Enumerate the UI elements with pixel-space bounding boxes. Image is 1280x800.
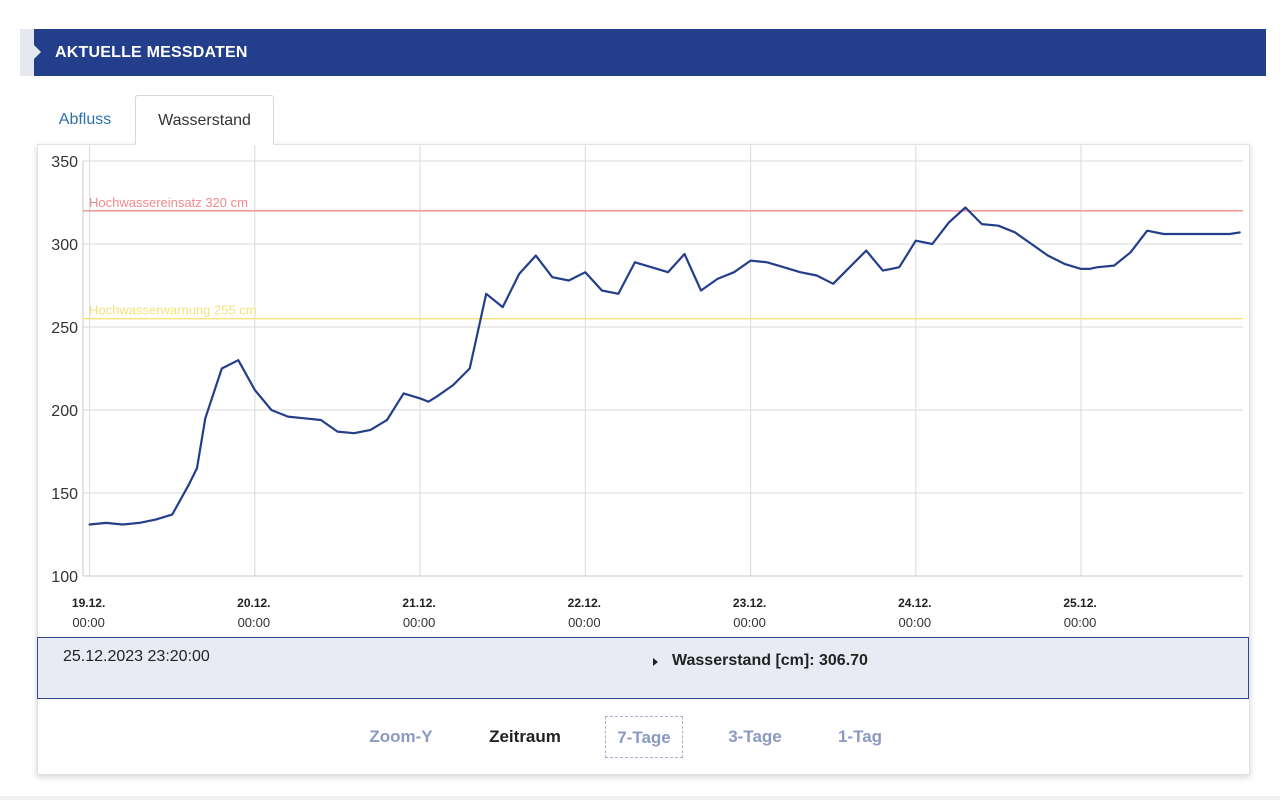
header-accent [20, 29, 34, 76]
zeitraum-label: Zeitraum [489, 727, 561, 746]
value-readout: 25.12.2023 23:20:00 Wasserstand [cm]: 30… [37, 637, 1249, 699]
section-header: AKTUELLE MESSDATEN [34, 29, 1266, 76]
x-tick-time: 00:00 [238, 615, 271, 630]
x-tick-time: 00:00 [403, 615, 436, 630]
y-tick-label: 150 [51, 486, 78, 503]
x-tick-time: 00:00 [1064, 615, 1097, 630]
chart-controls: Zoom-Y Zeitraum 7-Tage 3-Tage 1-Tag [0, 716, 1280, 758]
y-tick-label: 350 [51, 154, 78, 171]
x-tick-date: 23.12. [733, 596, 766, 610]
x-tick-date: 24.12. [898, 596, 931, 610]
y-tick-label: 200 [51, 403, 78, 420]
range-7-days-button[interactable]: 7-Tage [605, 716, 683, 758]
series-line-wasserstand [88, 206, 1241, 526]
tab-abfluss[interactable]: Abfluss [58, 111, 112, 128]
y-tick-label: 300 [51, 237, 78, 254]
readout-timestamp: 25.12.2023 23:20:00 [63, 648, 210, 665]
x-tick-date: 19.12. [72, 596, 105, 610]
zoom-y-button[interactable]: Zoom-Y [369, 727, 433, 746]
y-tick-label: 100 [51, 569, 78, 586]
y-tick-label: 250 [51, 320, 78, 337]
header-notch-icon [34, 45, 41, 59]
x-tick-date: 22.12. [568, 596, 601, 610]
x-tick-time: 00:00 [899, 615, 932, 630]
range-1-day-button[interactable]: 1-Tag [837, 727, 883, 746]
range-3-days-button[interactable]: 3-Tage [728, 727, 782, 746]
threshold-label: Hochwasserwarnung 255 cm [89, 303, 257, 318]
water-level-chart[interactable]: 100 150 200 250 300 350 19.12. 00:00 20.12. 00:00… [38, 145, 1249, 635]
bottom-divider [0, 796, 1280, 800]
tab-wasserstand[interactable]: Wasserstand [135, 95, 274, 145]
x-tick-time: 00:00 [733, 615, 766, 630]
x-tick-date: 20.12. [237, 596, 270, 610]
x-tick-time: 00:00 [72, 615, 105, 630]
threshold-label: Hochwassereinsatz 320 cm [89, 195, 248, 210]
readout-value: Wasserstand [cm]: 306.70 [672, 652, 868, 669]
x-tick-time: 00:00 [568, 615, 601, 630]
x-tick-date: 21.12. [402, 596, 435, 610]
caret-right-icon [653, 658, 658, 666]
x-tick-date: 25.12. [1063, 596, 1096, 610]
